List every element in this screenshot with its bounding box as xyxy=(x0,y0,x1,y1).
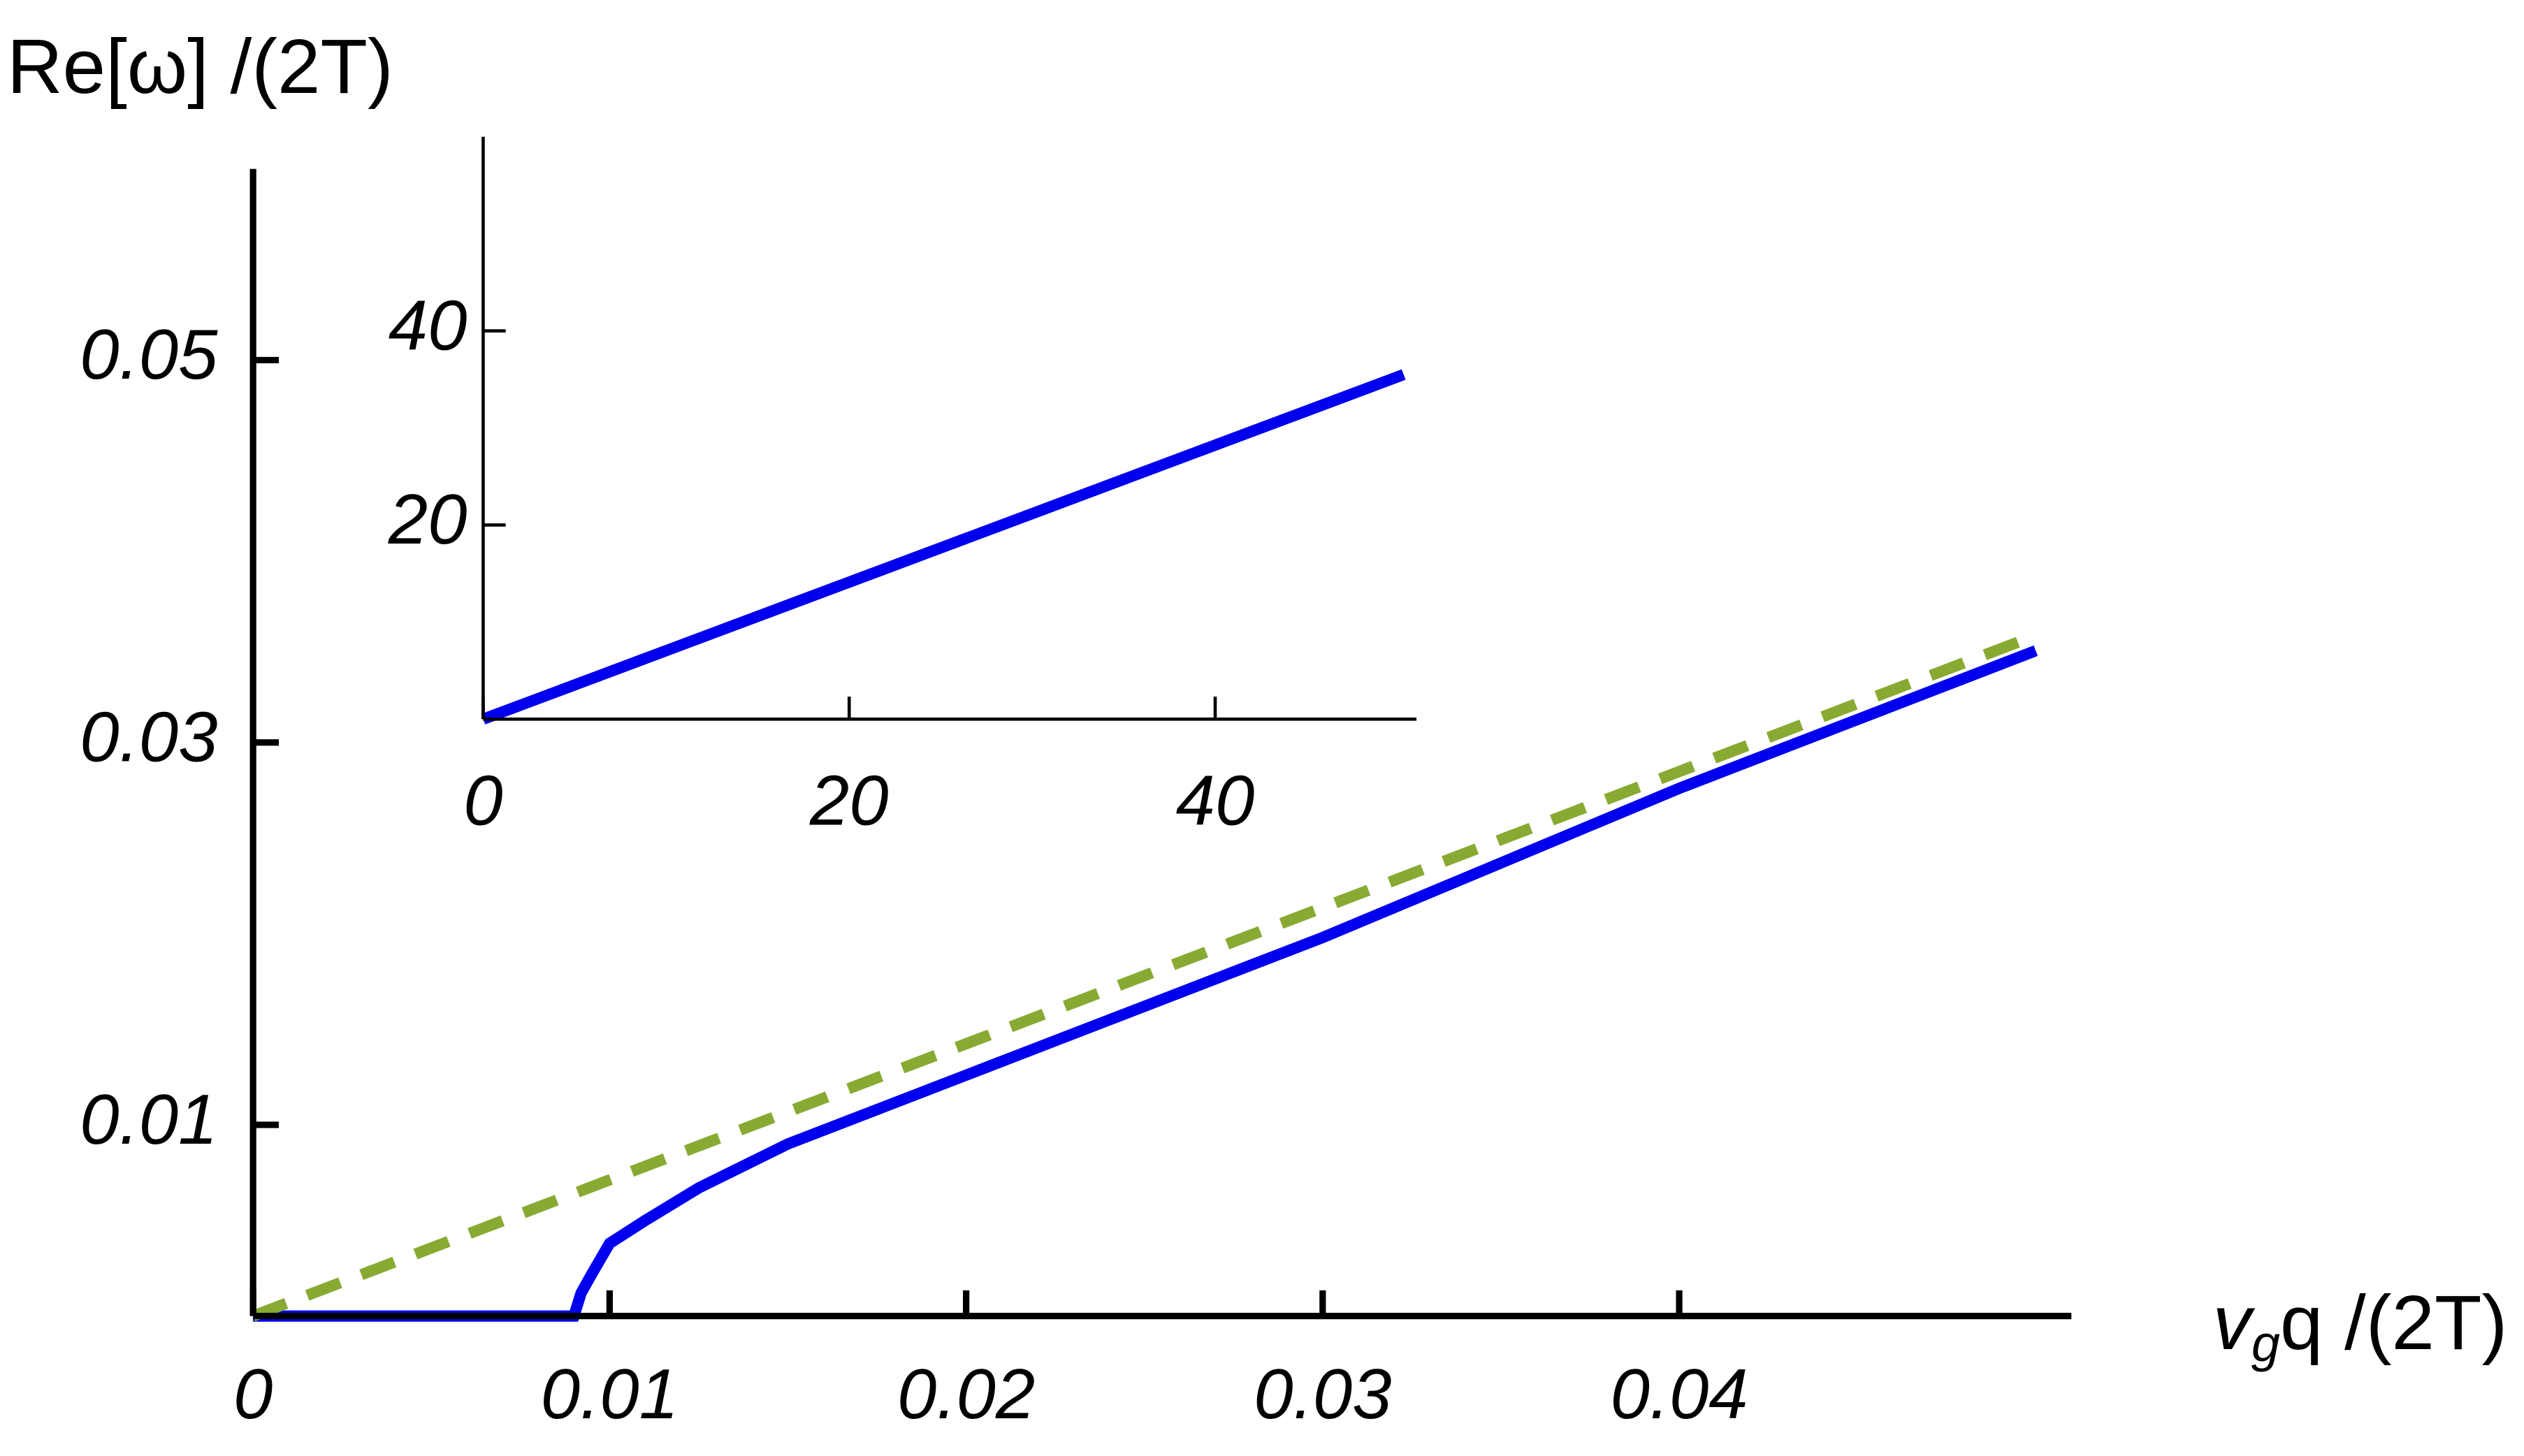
x-axis-label: vgq /(2T) xyxy=(2213,1280,2508,1373)
x-label-sub: g xyxy=(2251,1315,2280,1373)
y-axis-label: Re[ω] /(2T) xyxy=(7,24,393,110)
data-line xyxy=(251,629,2038,1322)
data-line xyxy=(253,645,2038,1322)
y-tick-label: 20 xyxy=(388,480,467,559)
x-tick-label: 40 xyxy=(1176,761,1255,840)
x-tick-label: 0.01 xyxy=(541,1355,679,1434)
x-tick-label: 0.03 xyxy=(1254,1355,1391,1434)
x-tick-label: 0 xyxy=(233,1355,273,1434)
y-tick-label: 0.01 xyxy=(80,1080,217,1159)
y-tick-label: 40 xyxy=(389,286,467,365)
x-tick-label: 0.02 xyxy=(897,1355,1035,1434)
x-label-rest: q /(2T) xyxy=(2280,1280,2507,1366)
x-label-base: v xyxy=(2213,1280,2256,1366)
x-tick-label: 0 xyxy=(463,761,502,840)
data-line xyxy=(481,369,1406,725)
y-tick-label: 0.05 xyxy=(80,315,218,394)
x-tick-label: 20 xyxy=(809,761,889,840)
y-tick-label: 0.03 xyxy=(80,697,217,776)
x-tick-label: 0.04 xyxy=(1610,1355,1748,1434)
